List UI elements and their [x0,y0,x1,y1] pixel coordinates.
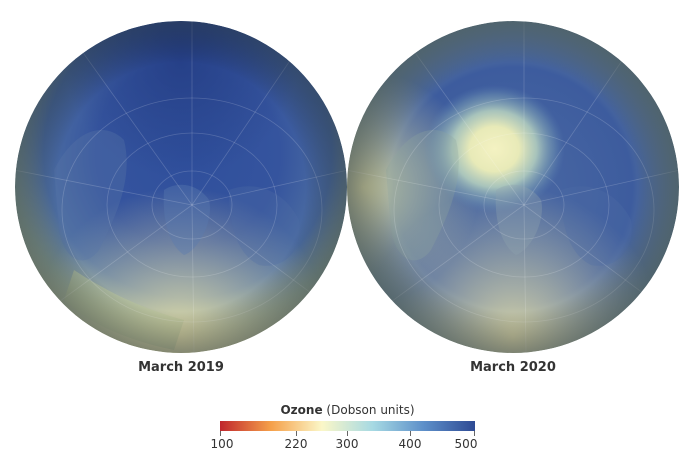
legend-title: Ozone (Dobson units) [220,403,475,417]
legend-ticks [220,431,475,436]
globe-map-march-2020 [346,20,680,354]
caption-march-2020: March 2020 [470,360,556,375]
legend-tick [347,431,348,436]
legend-color-scale [220,421,475,431]
legend-tick [410,431,411,436]
legend-tick [220,431,221,436]
globe-map-march-2019 [14,20,348,354]
legend-tick-label-300: 300 [335,437,359,451]
legend-title-bold: Ozone [280,403,323,417]
legend-tick-label-400: 400 [398,437,422,451]
caption-march-2019: March 2019 [138,360,224,375]
legend-tick-label-220: 220 [284,437,308,451]
legend-tick [474,431,475,436]
legend-tick-label-500: 500 [454,437,478,451]
legend-tick [296,431,297,436]
legend-tick-label-100: 100 [210,437,234,451]
legend-title-units: (Dobson units) [322,403,415,417]
